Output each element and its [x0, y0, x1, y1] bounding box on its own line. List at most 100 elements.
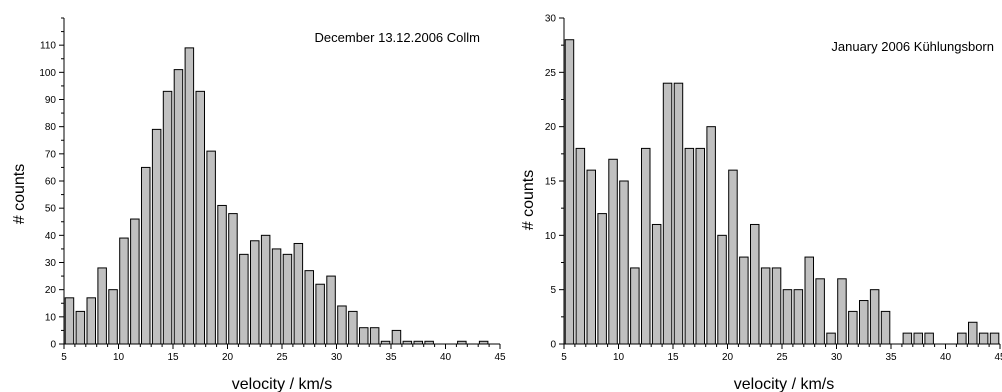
y-tick-label: 70	[45, 149, 57, 160]
histogram-bar	[630, 267, 640, 345]
x-tick-label: 5	[61, 352, 67, 363]
histogram-bar	[760, 267, 771, 345]
y-axis-label-left: # counts	[11, 164, 28, 224]
histogram-bar	[837, 278, 847, 345]
histogram-bar	[391, 329, 402, 345]
histogram-bar	[902, 332, 913, 345]
histogram-bar	[739, 256, 749, 345]
x-tick-label: 35	[385, 352, 397, 363]
y-tick-label: 40	[45, 231, 57, 242]
x-tick-label: 40	[440, 352, 452, 363]
histogram-bar	[673, 82, 684, 345]
y-tick-label: 20	[545, 122, 557, 133]
x-tick-label: 20	[222, 352, 234, 363]
histogram-bar	[848, 310, 858, 345]
histogram-bar	[564, 39, 575, 345]
x-tick-label: 30	[831, 352, 843, 363]
histogram-bar	[75, 310, 86, 345]
histogram-bar	[651, 223, 662, 345]
histogram-bar	[575, 147, 586, 345]
histogram-bar	[793, 289, 804, 345]
bars-left	[64, 47, 489, 345]
histogram-bar	[173, 69, 184, 345]
x-tick-label: 15	[667, 352, 679, 363]
ticks-right: 51015202530354045051015202530	[545, 14, 1002, 364]
histogram-bar	[989, 332, 1000, 345]
x-tick-label: 35	[885, 352, 897, 363]
histogram-bar	[859, 300, 869, 345]
chart-right-kuehlungsborn: 51015202530354045051015202530 January 20…	[520, 14, 1002, 392]
histogram-bar	[293, 242, 304, 345]
histogram-bar	[869, 289, 880, 345]
x-tick-label: 45	[994, 352, 1002, 363]
histogram-bar	[282, 253, 293, 345]
histogram-bar	[815, 278, 825, 345]
histogram-bar	[64, 297, 75, 345]
y-tick-label: 30	[545, 14, 557, 25]
histogram-bar	[184, 47, 195, 345]
x-tick-label: 30	[331, 352, 343, 363]
chart-annotation-left: December 13.12.2006 Collm	[315, 30, 480, 45]
y-tick-label: 90	[45, 95, 57, 106]
histogram-bar	[586, 169, 596, 345]
histogram-bar	[151, 128, 162, 345]
histogram-bar	[684, 147, 695, 345]
y-axis-label-right: # counts	[520, 170, 537, 230]
histogram-bar	[369, 327, 380, 345]
histogram-bar	[195, 90, 205, 345]
histogram-bar	[206, 150, 216, 345]
histogram-bar	[978, 332, 989, 345]
y-tick-label: 10	[45, 312, 57, 323]
histogram-bar	[641, 147, 651, 345]
y-tick-label: 20	[45, 285, 57, 296]
histogram-bar	[619, 180, 629, 345]
histogram-bar	[304, 270, 314, 345]
histogram-bar	[717, 234, 727, 345]
histogram-bar	[924, 332, 934, 345]
x-tick-label: 25	[276, 352, 288, 363]
histogram-bar	[706, 126, 716, 345]
histogram-bar	[250, 240, 260, 345]
histogram-bar	[326, 275, 336, 345]
y-tick-label: 60	[45, 177, 57, 188]
y-tick-label: 25	[545, 68, 557, 79]
x-tick-label: 45	[494, 352, 506, 363]
histogram-bar	[86, 297, 96, 345]
y-tick-label: 80	[45, 122, 57, 133]
histogram-bar	[913, 332, 923, 345]
histogram-bar	[119, 237, 129, 345]
histogram-bar	[130, 218, 140, 345]
histogram-bar	[141, 166, 151, 345]
y-tick-label: 5	[550, 285, 556, 296]
histogram-bar	[782, 289, 793, 345]
x-tick-label: 40	[940, 352, 952, 363]
histogram-bar	[957, 332, 967, 345]
x-tick-label: 10	[613, 352, 625, 363]
histogram-bar	[880, 310, 891, 345]
histogram-bar	[217, 204, 227, 345]
axes-left	[63, 18, 500, 345]
y-tick-label: 30	[45, 258, 57, 269]
histogram-bar	[359, 327, 369, 345]
x-axis-label-right: velocity / km/s	[734, 376, 834, 392]
y-tick-label: 100	[39, 68, 56, 79]
histogram-bar	[97, 267, 107, 345]
histogram-bar	[662, 82, 673, 345]
histogram-bar	[728, 169, 738, 345]
histogram-bar	[162, 90, 173, 345]
y-tick-label: 0	[50, 340, 56, 351]
histogram-bar	[348, 310, 358, 345]
y-tick-label: 0	[550, 340, 556, 351]
histogram-bar	[608, 158, 618, 345]
histogram-bar	[337, 305, 347, 345]
x-tick-label: 20	[722, 352, 734, 363]
histogram-bar	[108, 289, 118, 345]
histogram-bar	[228, 213, 238, 345]
x-tick-label: 10	[113, 352, 125, 363]
histogram-bar	[826, 332, 836, 345]
histogram-bar	[804, 256, 814, 345]
y-tick-label: 50	[45, 204, 57, 215]
x-tick-label: 15	[167, 352, 179, 363]
bars-right	[564, 39, 1000, 345]
